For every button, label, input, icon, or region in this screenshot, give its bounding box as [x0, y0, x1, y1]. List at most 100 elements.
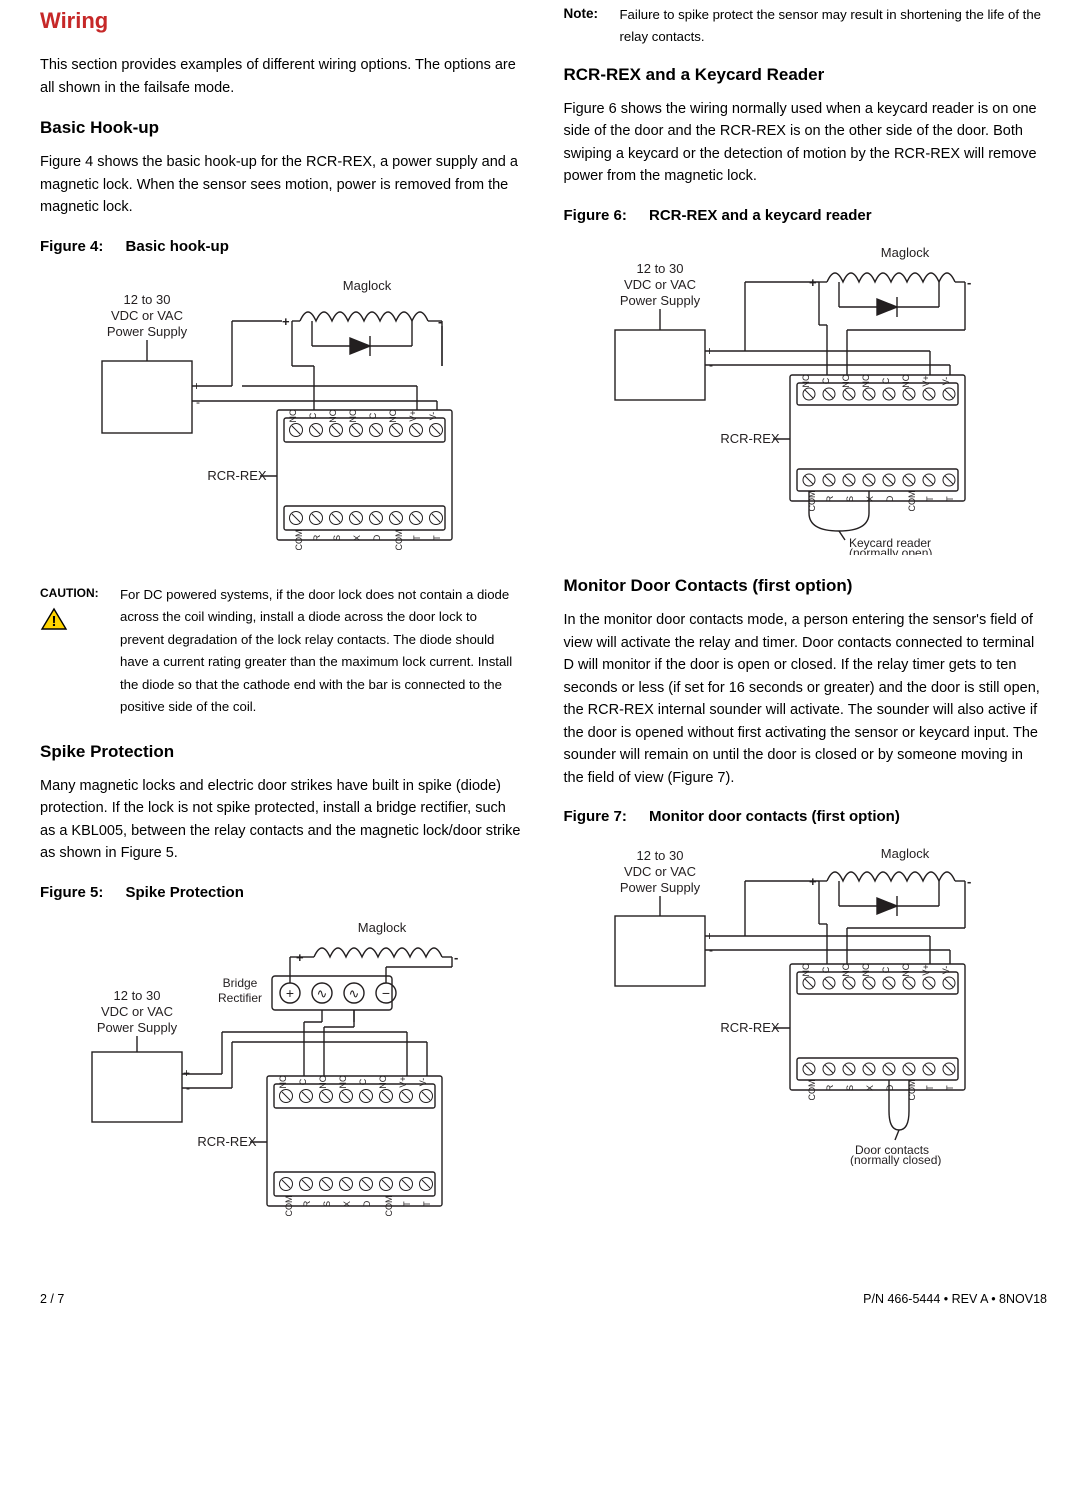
caution-block: CAUTION: ! For DC powered systems, if th… [40, 584, 524, 719]
svg-text:T: T [412, 535, 422, 541]
svg-text:T: T [925, 1085, 935, 1091]
svg-text:V-: V- [428, 412, 438, 421]
svg-text:COM: COM [807, 1080, 817, 1101]
svg-text:NO: NO [901, 374, 911, 388]
svg-text:Maglock: Maglock [881, 245, 930, 260]
svg-text:+: + [282, 314, 290, 329]
svg-text:NC: NC [801, 963, 811, 976]
figure-7-label: Figure 7: [564, 808, 627, 825]
svg-text:V-: V- [418, 1078, 428, 1087]
svg-text:T: T [945, 1085, 955, 1091]
figure-4-title: Basic hook-up [126, 238, 229, 255]
svg-text:C: C [368, 412, 378, 419]
svg-text:T: T [945, 496, 955, 502]
figure-6-title: RCR-REX and a keycard reader [649, 207, 872, 224]
svg-text:COM: COM [394, 530, 404, 551]
svg-text:V+: V+ [398, 1076, 408, 1087]
footer-page-number: 2 / 7 [40, 1290, 64, 1309]
svg-text:T: T [402, 1201, 412, 1207]
svg-text:C: C [358, 1078, 368, 1085]
monitor-door-heading: Monitor Door Contacts (first option) [564, 573, 1048, 599]
svg-text:VDC or VAC: VDC or VAC [101, 1004, 173, 1019]
svg-text:RCR-REX: RCR-REX [207, 468, 267, 483]
svg-text:R: R [825, 495, 835, 502]
svg-text:NO: NO [901, 964, 911, 978]
svg-text:-: - [454, 950, 458, 965]
caution-label-cell: CAUTION: ! [40, 584, 110, 638]
page-footer: 2 / 7 P/N 466-5444 • REV A • 8NOV18 [40, 1290, 1047, 1309]
svg-text:NC: NC [861, 374, 871, 387]
svg-text:D: D [372, 534, 382, 541]
svg-text:12 to 30: 12 to 30 [637, 848, 684, 863]
svg-text:NC: NC [861, 963, 871, 976]
svg-text:!: ! [52, 613, 57, 630]
note-label: Note: [564, 4, 610, 25]
svg-text:NC: NC [348, 409, 358, 422]
figure-4-caption: Figure 4: Basic hook-up [40, 235, 524, 258]
spike-protection-heading: Spike Protection [40, 739, 524, 765]
intro-paragraph: This section provides examples of differ… [40, 54, 524, 99]
figure-5-diagram: 12 to 30 VDC or VAC Power Supply + - Mag… [40, 912, 524, 1232]
svg-text:∿: ∿ [348, 986, 359, 1001]
svg-text:NC: NC [338, 1075, 348, 1088]
svg-text:T: T [422, 1201, 432, 1207]
monitor-door-paragraph: In the monitor door contacts mode, a per… [564, 609, 1048, 789]
figure-7-caption: Figure 7: Monitor door contacts (first o… [564, 805, 1048, 828]
caution-label: CAUTION: [40, 584, 110, 603]
svg-text:D: D [362, 1200, 372, 1207]
svg-text:D: D [885, 495, 895, 502]
svg-text:12 to 30: 12 to 30 [123, 292, 170, 307]
figure-7-diagram: 12 to 30 VDC or VAC Power Supply + - Mag… [564, 836, 1048, 1166]
svg-text:∿: ∿ [316, 986, 327, 1001]
svg-text:+: + [286, 985, 294, 1001]
svg-text:Power Supply: Power Supply [620, 293, 701, 308]
svg-text:COM: COM [284, 1196, 294, 1217]
svg-text:S: S [322, 1201, 332, 1207]
svg-text:NC: NC [278, 1075, 288, 1088]
svg-text:C: C [821, 967, 831, 974]
svg-text:T: T [432, 535, 442, 541]
door-contacts-svg: 12 to 30 VDC or VAC Power Supply + - Mag… [595, 836, 1015, 1166]
svg-text:X: X [342, 1201, 352, 1207]
svg-text:NC: NC [801, 374, 811, 387]
svg-text:+: + [183, 1066, 190, 1080]
page: Wiring This section provides examples of… [0, 0, 1087, 1340]
svg-text:S: S [845, 496, 855, 502]
basic-hookup-svg: 12 to 30 VDC or VAC Power Supply + - [82, 266, 482, 566]
svg-text:NC: NC [288, 409, 298, 422]
right-column: Note: Failure to spike protect the senso… [564, 4, 1048, 1250]
svg-text:R: R [312, 534, 322, 541]
page-title: Wiring [40, 4, 524, 38]
svg-text:VDC or VAC: VDC or VAC [624, 864, 696, 879]
svg-text:Power Supply: Power Supply [620, 880, 701, 895]
svg-text:C: C [881, 967, 891, 974]
svg-text:(normally open): (normally open) [849, 546, 932, 555]
spike-protection-paragraph: Many magnetic locks and electric door st… [40, 775, 524, 865]
figure-5-label: Figure 5: [40, 884, 103, 901]
svg-text:NO: NO [841, 374, 851, 388]
svg-text:VDC or VAC: VDC or VAC [624, 277, 696, 292]
svg-text:COM: COM [807, 491, 817, 512]
svg-text:NO: NO [388, 409, 398, 423]
spike-protection-svg: 12 to 30 VDC or VAC Power Supply + - Mag… [72, 912, 492, 1232]
basic-hookup-heading: Basic Hook-up [40, 115, 524, 141]
two-column-layout: Wiring This section provides examples of… [40, 4, 1047, 1250]
caution-triangle-icon: ! [40, 607, 68, 631]
svg-text:NO: NO [378, 1075, 388, 1089]
svg-text:12 to 30: 12 to 30 [113, 988, 160, 1003]
svg-text:C: C [881, 377, 891, 384]
svg-text:COM: COM [384, 1196, 394, 1217]
svg-text:COM: COM [907, 1080, 917, 1101]
svg-text:Maglock: Maglock [881, 846, 930, 861]
svg-text:V+: V+ [921, 965, 931, 976]
svg-text:(normally closed): (normally closed) [850, 1153, 941, 1166]
figure-5-caption: Figure 5: Spike Protection [40, 881, 524, 904]
svg-text:RCR-REX: RCR-REX [721, 431, 781, 446]
figure-6-diagram: 12 to 30 VDC or VAC Power Supply + - Mag… [564, 235, 1048, 555]
svg-text:X: X [865, 1085, 875, 1091]
figure-6-caption: Figure 6: RCR-REX and a keycard reader [564, 204, 1048, 227]
svg-text:Power Supply: Power Supply [107, 324, 188, 339]
figure-7-title: Monitor door contacts (first option) [649, 808, 900, 825]
svg-text:S: S [845, 1085, 855, 1091]
svg-text:Maglock: Maglock [358, 920, 407, 935]
